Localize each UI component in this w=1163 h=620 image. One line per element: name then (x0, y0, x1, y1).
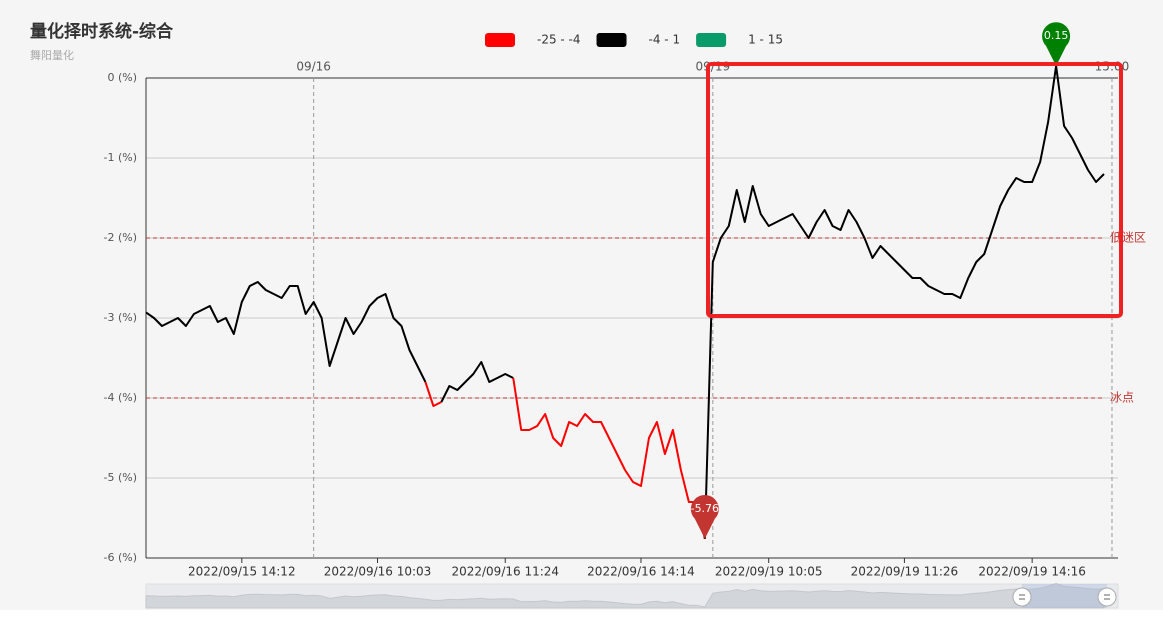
legend-swatch[interactable] (696, 33, 727, 47)
top-tick-label: 15:00 (1095, 60, 1130, 74)
x-tick-label: 2022/09/19 14:16 (978, 565, 1086, 579)
zoom-handle[interactable] (1012, 587, 1032, 607)
legend-swatch[interactable] (485, 33, 515, 47)
x-tick-label: 2022/09/16 11:24 (451, 565, 559, 579)
line-segment (440, 361, 514, 403)
zoom-handle-grip (1104, 594, 1110, 600)
zoom-preview (145, 582, 1105, 609)
y-tick-label: -2 (%) (104, 231, 138, 244)
line-segment (424, 381, 442, 407)
legend-swatch[interactable] (596, 33, 627, 47)
legend-label: -4 - 1 (649, 33, 681, 47)
y-tick-label: -5 (%) (104, 471, 138, 484)
mark-point (1042, 22, 1071, 66)
mark-line-label: 冰点 (1110, 391, 1134, 405)
zoom-window[interactable] (1022, 584, 1107, 608)
highlight-box (706, 62, 1123, 318)
y-tick-label: 0 (%) (107, 71, 137, 84)
x-tick-label: 2022/09/15 14:12 (188, 565, 296, 579)
mark-line-label: 低迷区 (1110, 231, 1146, 245)
x-tick-label: 2022/09/19 11:26 (851, 565, 959, 579)
zoom-handle[interactable] (1097, 587, 1117, 607)
mark-point (690, 495, 719, 539)
mark-point-label: -5.76 (691, 502, 719, 515)
y-tick-label: -6 (%) (104, 551, 138, 564)
line-segment (703, 65, 1105, 539)
y-tick-label: -3 (%) (104, 311, 138, 324)
zoom-handle-grip (1019, 594, 1025, 600)
y-tick-label: -1 (%) (104, 151, 138, 164)
top-tick-label: 09/19 (696, 60, 731, 74)
line-segment (145, 281, 427, 383)
legend-label: -25 - -4 (537, 33, 581, 47)
x-tick-label: 2022/09/16 14:14 (587, 565, 695, 579)
mark-point-label: 0.15 (1044, 29, 1069, 42)
y-tick-label: -4 (%) (104, 391, 138, 404)
chart-subtitle: 舞阳量化 (30, 48, 74, 62)
top-tick-label: 09/16 (296, 60, 331, 74)
x-tick-label: 2022/09/19 10:05 (715, 565, 823, 579)
line-segment (512, 377, 706, 540)
chart-title: 量化择时系统-综合 (30, 21, 174, 42)
x-tick-label: 2022/09/16 10:03 (324, 565, 432, 579)
legend-label: 1 - 15 (748, 33, 783, 47)
plot: -6 (%) -5 (%) -4 (%) -3 (%) -2 (%) -1 (%) 0 (%… (104, 22, 1146, 609)
